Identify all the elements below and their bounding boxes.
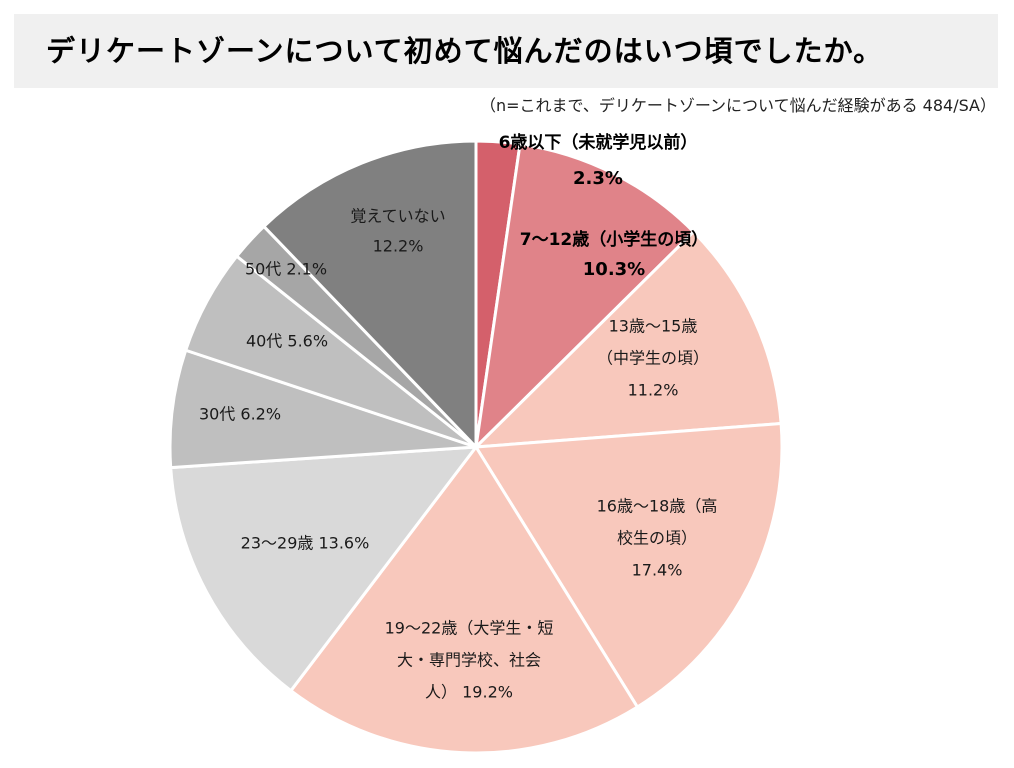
pie-slice-4: [289, 445, 639, 755]
slice-label-1: 7〜12歳（小学生の頃）: [520, 229, 709, 250]
slice-value-label-0: 2.3%: [573, 168, 623, 189]
slice-label-2-line-0: 13歳〜15歳: [609, 317, 698, 336]
pie-slice-2: [474, 230, 783, 449]
title-bar: デリケートゾーンについて初めて悩んだのはいつ頃でしたか。: [14, 14, 998, 88]
slice-label-3-line-1: 校生の頃）: [617, 529, 697, 548]
slice-label-4-line-0: 19〜22歳（大学生・短: [385, 619, 554, 638]
chart-title: デリケートゾーンについて初めて悩んだのはいつ頃でしたか。: [46, 34, 884, 68]
slice-label-3-line-0: 16歳〜18歳（高: [597, 497, 718, 516]
slice-label-9-line-0: 覚えていない: [350, 207, 445, 226]
pie-slices: [168, 139, 784, 755]
slice-label-4-line-2: 人） 19.2%: [425, 683, 513, 702]
pie-slice-9: [262, 139, 478, 449]
slice-label-3-line-2: 17.4%: [632, 561, 683, 580]
slice-label-0: 6歳以下（未就学児以前）: [499, 132, 698, 153]
slice-label-6-line-0: 30代 6.2%: [199, 405, 281, 424]
slice-label-2-line-2: 11.2%: [628, 381, 679, 400]
pie-labels: 6歳以下（未就学児以前） 2.3% 7〜12歳（小学生の頃） 10.3% 13歳〜15歳…: [199, 132, 717, 702]
pie-slice-6: [168, 348, 478, 470]
slice-label-5-line-0: 23〜29歳 13.6%: [241, 534, 370, 553]
slice-value-label-1: 10.3%: [583, 259, 645, 280]
slice-label-2-line-1: （中学生の頃）: [597, 349, 709, 368]
slice-label-8-line-0: 50代 2.1%: [245, 260, 327, 279]
slice-label-7-line-0: 40代 5.6%: [246, 332, 328, 351]
slice-label-4-line-1: 大・専門学校、社会: [397, 651, 541, 670]
pie-slice-1: [474, 142, 696, 449]
sample-note: （n=これまで、デリケートゾーンについて悩んだ経験がある 484/SA）: [479, 96, 996, 115]
pie-slice-5: [169, 445, 478, 693]
slice-label-9-line-1: 12.2%: [373, 237, 424, 256]
pie-slice-3: [474, 421, 784, 709]
